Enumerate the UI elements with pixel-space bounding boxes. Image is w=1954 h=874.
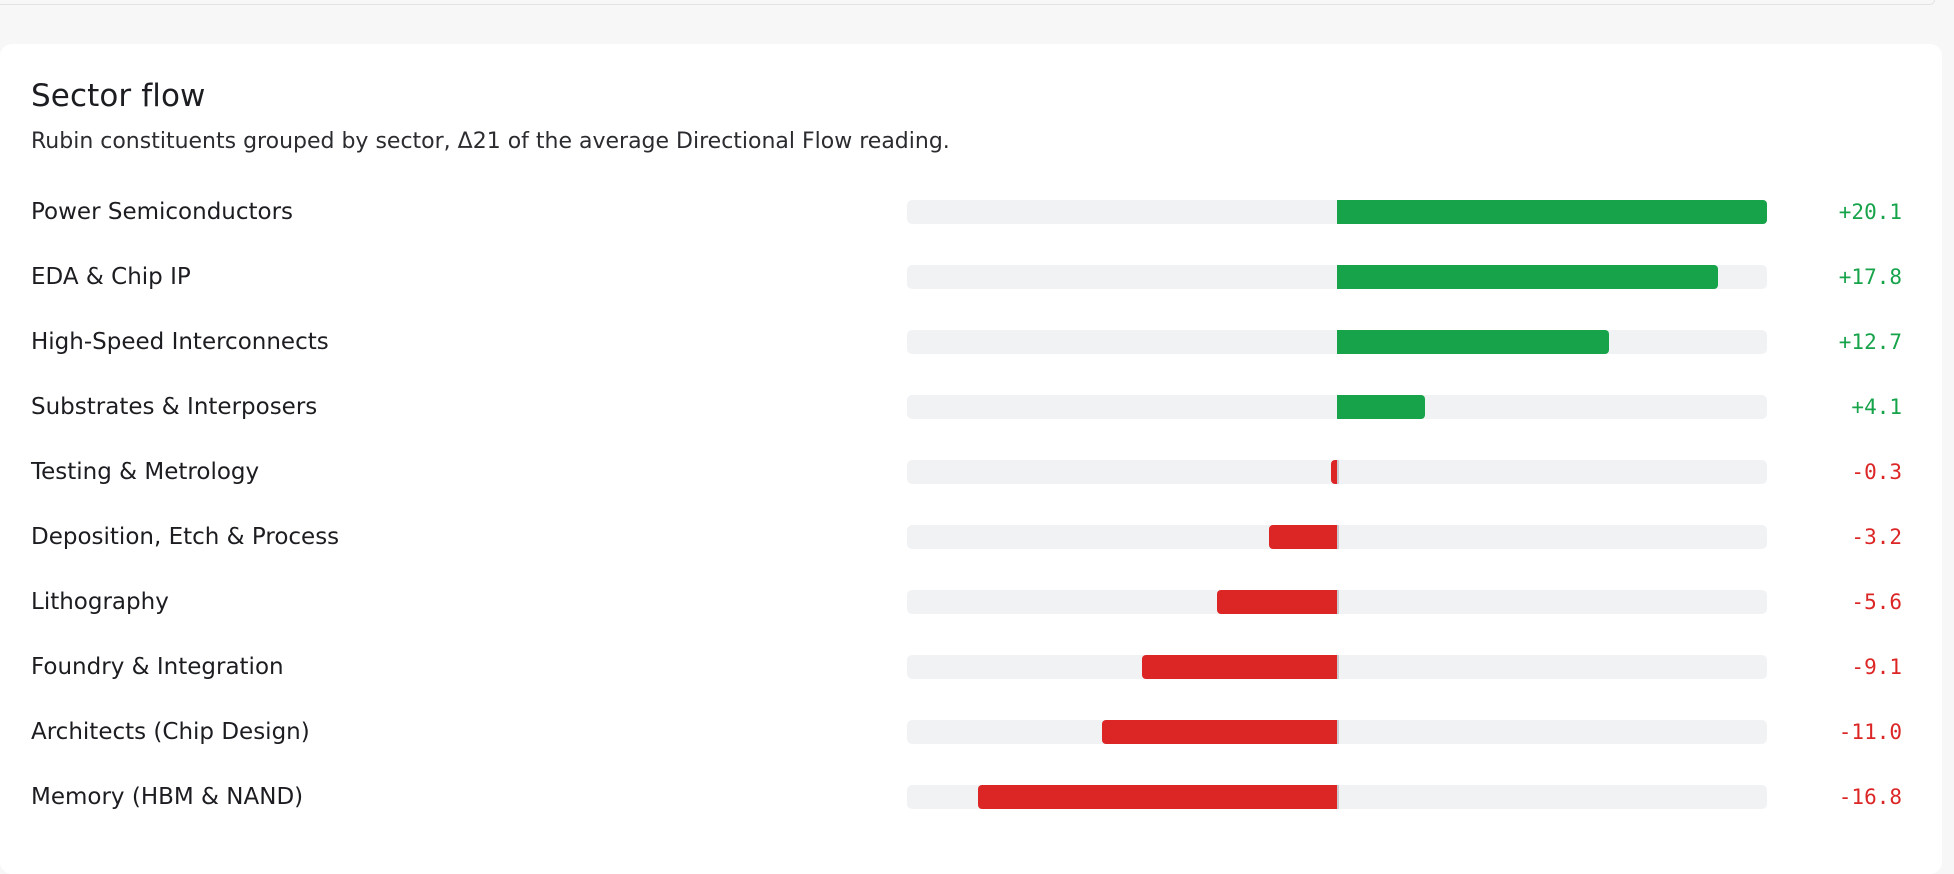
bar-track <box>907 785 1767 809</box>
negative-bar <box>1217 590 1337 614</box>
bar-track <box>907 720 1767 744</box>
zero-marker <box>1337 525 1339 549</box>
chart-row: Memory (HBM & NAND) -16.8 <box>0 784 1942 849</box>
bar-track <box>907 200 1767 224</box>
chart-row: High-Speed Interconnects +12.7 <box>0 329 1942 394</box>
chart-row: Lithography -5.6 <box>0 589 1942 654</box>
category-label: High-Speed Interconnects <box>31 329 329 355</box>
zero-marker <box>1337 720 1339 744</box>
category-label: Architects (Chip Design) <box>31 719 310 745</box>
zero-marker <box>1337 590 1339 614</box>
value-label: +12.7 <box>1838 330 1902 354</box>
value-label: +17.8 <box>1838 265 1902 289</box>
chart-row: Architects (Chip Design) -11.0 <box>0 719 1942 784</box>
value-label: -3.2 <box>1851 525 1902 549</box>
category-label: EDA & Chip IP <box>31 264 191 290</box>
chart-row: Power Semiconductors +20.1 <box>0 199 1942 264</box>
previous-panel-edge <box>0 0 1935 5</box>
chart-row: Substrates & Interposers +4.1 <box>0 394 1942 459</box>
positive-bar <box>1337 395 1425 419</box>
chart-row: Deposition, Etch & Process -3.2 <box>0 524 1942 589</box>
bar-track <box>907 525 1767 549</box>
category-label: Testing & Metrology <box>31 459 260 485</box>
chart-row: EDA & Chip IP +17.8 <box>0 264 1942 329</box>
category-label: Substrates & Interposers <box>31 394 318 420</box>
positive-bar <box>1337 330 1609 354</box>
category-label: Power Semiconductors <box>31 199 294 225</box>
value-label: -0.3 <box>1851 460 1902 484</box>
negative-bar <box>1142 655 1337 679</box>
card-subtitle: Rubin constituents grouped by sector, Δ2… <box>31 129 950 154</box>
value-label: -16.8 <box>1838 785 1902 809</box>
positive-bar <box>1337 265 1718 289</box>
category-label: Memory (HBM & NAND) <box>31 784 304 810</box>
zero-marker <box>1337 785 1339 809</box>
bar-track <box>907 590 1767 614</box>
negative-bar <box>977 785 1337 809</box>
zero-marker <box>1337 460 1339 484</box>
positive-bar <box>1337 200 1767 224</box>
value-label: -9.1 <box>1851 655 1902 679</box>
bar-track <box>907 655 1767 679</box>
sector-flow-chart: Power Semiconductors +20.1 EDA & Chip IP +1… <box>0 199 1942 849</box>
negative-bar <box>1330 460 1337 484</box>
value-label: +20.1 <box>1838 200 1902 224</box>
bar-track <box>907 265 1767 289</box>
sector-flow-card: Sector flow Rubin constituents grouped b… <box>0 44 1942 874</box>
chart-row: Testing & Metrology -0.3 <box>0 459 1942 524</box>
value-label: -11.0 <box>1838 720 1902 744</box>
negative-bar <box>1268 525 1337 549</box>
category-label: Deposition, Etch & Process <box>31 524 340 550</box>
bar-track <box>907 330 1767 354</box>
negative-bar <box>1101 720 1337 744</box>
zero-marker <box>1337 655 1339 679</box>
chart-row: Foundry & Integration -9.1 <box>0 654 1942 719</box>
bar-track <box>907 460 1767 484</box>
bar-track <box>907 395 1767 419</box>
category-label: Lithography <box>31 589 169 615</box>
value-label: +4.1 <box>1851 395 1902 419</box>
category-label: Foundry & Integration <box>31 654 284 680</box>
card-title: Sector flow <box>31 78 206 114</box>
value-label: -5.6 <box>1851 590 1902 614</box>
